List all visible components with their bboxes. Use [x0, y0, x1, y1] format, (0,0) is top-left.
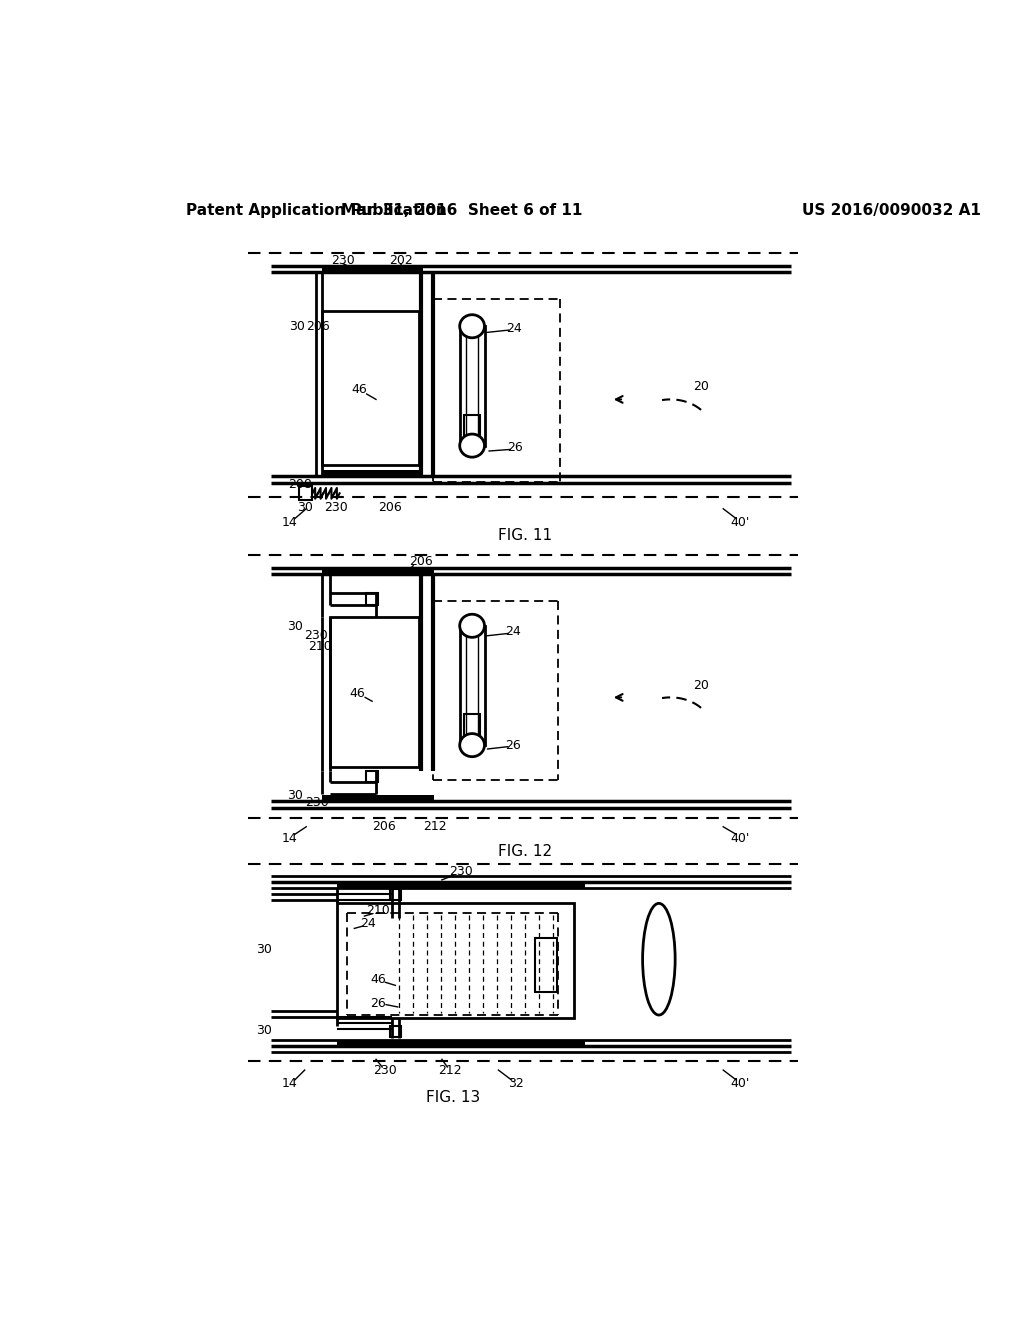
Text: 230: 230	[450, 865, 473, 878]
Text: 30: 30	[287, 620, 302, 634]
Bar	[337, 1040, 586, 1047]
Text: Mar. 31, 2016  Sheet 6 of 11: Mar. 31, 2016 Sheet 6 of 11	[341, 203, 582, 218]
Text: 30: 30	[256, 1023, 271, 1036]
Text: 30: 30	[297, 502, 312, 515]
Text: 206: 206	[409, 556, 433, 569]
Text: 26: 26	[505, 739, 521, 751]
Bar	[535, 937, 557, 991]
Bar	[322, 267, 423, 272]
Bar	[366, 594, 378, 605]
Bar	[460, 626, 484, 744]
Text: 212: 212	[423, 820, 446, 833]
Bar	[337, 882, 586, 887]
Text: 30: 30	[256, 942, 271, 956]
Text: 230: 230	[324, 502, 347, 515]
Text: 24: 24	[505, 626, 521, 639]
Text: 46: 46	[351, 383, 367, 396]
Text: 14: 14	[282, 1077, 297, 1090]
Bar	[460, 326, 484, 446]
Ellipse shape	[460, 314, 484, 338]
Bar	[464, 414, 480, 442]
Text: FIG. 13: FIG. 13	[426, 1090, 480, 1105]
Text: Patent Application Publication: Patent Application Publication	[186, 203, 446, 218]
Text: US 2016/0090032 A1: US 2016/0090032 A1	[802, 203, 981, 218]
Text: 202: 202	[389, 253, 413, 267]
Text: 14: 14	[282, 516, 297, 529]
Ellipse shape	[460, 614, 484, 638]
Text: 230: 230	[332, 253, 355, 267]
Text: 40': 40'	[730, 516, 750, 529]
Text: 24: 24	[360, 917, 376, 931]
Bar	[366, 771, 378, 781]
Bar	[322, 470, 423, 477]
Text: FIG. 11: FIG. 11	[498, 528, 552, 544]
Ellipse shape	[460, 734, 484, 756]
Text: 206: 206	[378, 502, 401, 515]
Text: 208: 208	[288, 478, 311, 491]
Bar	[390, 1026, 400, 1038]
Bar	[330, 616, 419, 767]
Ellipse shape	[643, 903, 675, 1015]
Text: 30: 30	[287, 789, 302, 803]
Bar	[322, 795, 434, 801]
Text: 206: 206	[372, 820, 395, 833]
Ellipse shape	[460, 434, 484, 457]
Bar	[390, 890, 400, 900]
Text: 46: 46	[349, 686, 366, 700]
Text: 206: 206	[306, 319, 330, 333]
Text: 14: 14	[282, 832, 297, 845]
Bar	[322, 568, 434, 574]
Bar	[464, 714, 480, 742]
Text: 40': 40'	[730, 1077, 750, 1090]
Text: 32: 32	[508, 1077, 523, 1090]
Text: 46: 46	[371, 973, 386, 986]
Text: 20: 20	[693, 380, 710, 393]
Text: 30: 30	[289, 319, 305, 333]
Text: FIG. 12: FIG. 12	[498, 843, 552, 859]
Bar	[299, 487, 312, 500]
Bar	[322, 312, 419, 465]
Text: 212: 212	[438, 1064, 462, 1077]
Text: 210: 210	[308, 640, 332, 653]
Text: 210: 210	[367, 904, 390, 917]
Text: 40': 40'	[730, 832, 750, 845]
Text: 20: 20	[693, 680, 710, 693]
Text: 26: 26	[371, 997, 386, 1010]
Text: 26: 26	[508, 441, 523, 454]
Text: 230: 230	[374, 1064, 397, 1077]
Bar	[337, 903, 573, 1019]
Text: 230: 230	[305, 796, 329, 809]
Text: 24: 24	[506, 322, 522, 335]
Text: 230: 230	[304, 630, 329, 643]
